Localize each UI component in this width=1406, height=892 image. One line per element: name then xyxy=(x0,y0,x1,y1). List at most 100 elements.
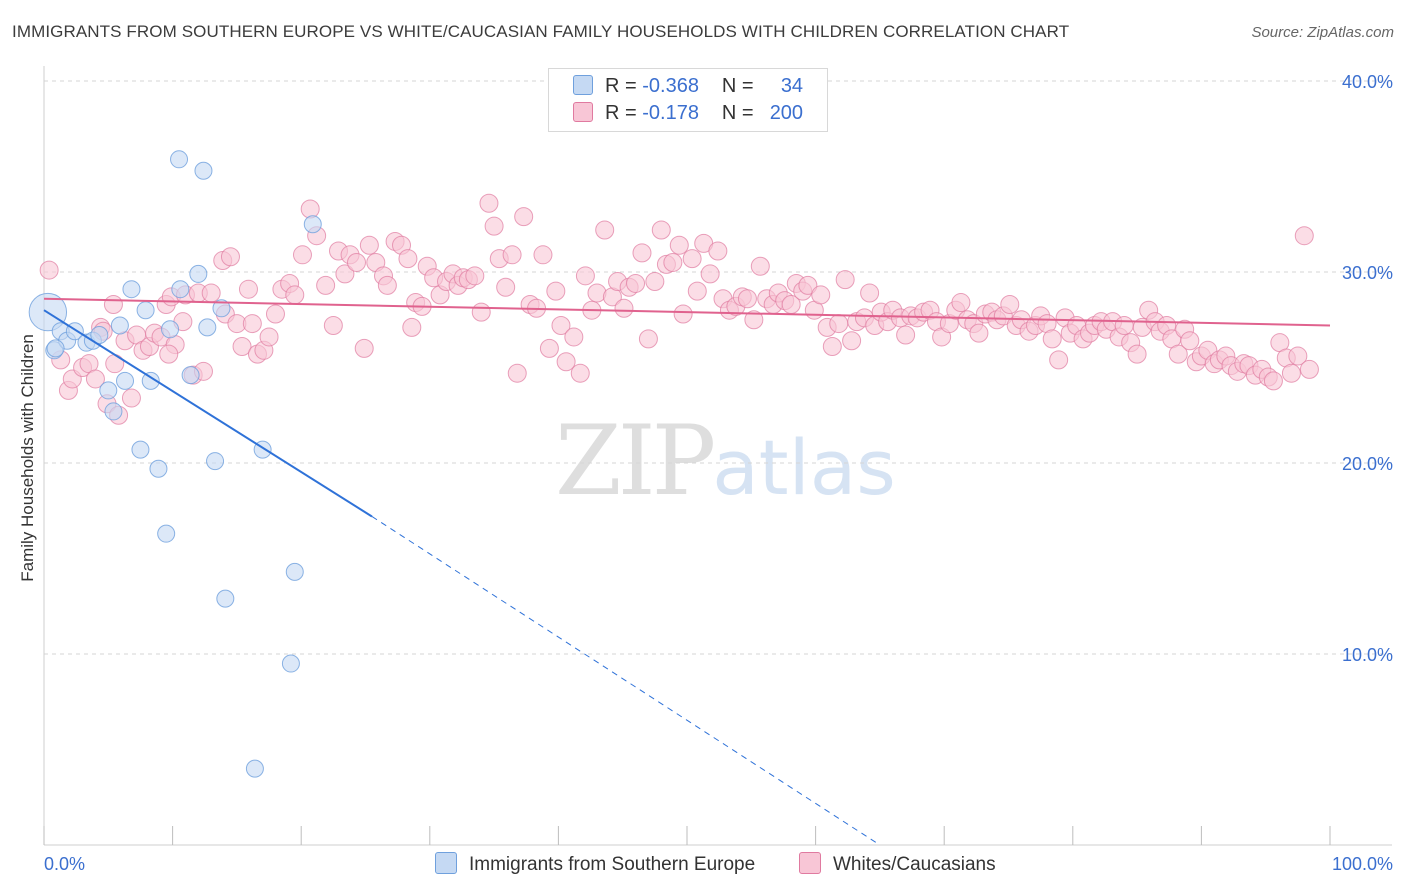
data-point-whites xyxy=(479,193,499,213)
data-point-whites xyxy=(465,266,485,286)
data-point-whites xyxy=(798,275,818,295)
zipatlas-watermark: ZIPatlas xyxy=(555,405,896,517)
data-point-immigrants xyxy=(116,371,135,390)
data-point-whites xyxy=(1168,344,1188,364)
data-point-whites xyxy=(354,338,374,358)
data-point-whites xyxy=(638,329,658,349)
series-legend: Immigrants from Southern Europe Whites/C… xyxy=(0,852,1406,878)
data-point-whites xyxy=(860,283,880,303)
data-point-whites xyxy=(651,220,671,240)
trend-line-immigrants xyxy=(43,309,373,518)
data-point-whites xyxy=(682,249,702,269)
legend-item-immigrants[interactable]: Immigrants from Southern Europe xyxy=(435,852,755,876)
data-point-whites xyxy=(842,331,862,351)
data-point-whites xyxy=(502,245,522,265)
data-point-whites xyxy=(85,369,105,389)
data-point-whites xyxy=(556,352,576,372)
correlation-legend: R = -0.368 N = 34 R = -0.178 N = 200 xyxy=(548,68,828,132)
data-point-immigrants xyxy=(216,589,235,608)
data-point-whites xyxy=(564,327,584,347)
data-point-whites xyxy=(398,249,418,269)
data-point-immigrants xyxy=(181,366,200,385)
data-point-whites xyxy=(687,281,707,301)
data-point-whites xyxy=(1281,363,1301,383)
legend-row-whites: R = -0.178 N = 200 xyxy=(573,102,803,126)
legend-swatch-pink xyxy=(799,852,821,874)
data-point-whites xyxy=(1049,350,1069,370)
data-point-whites xyxy=(575,266,595,286)
data-point-whites xyxy=(951,293,971,313)
data-point-immigrants xyxy=(136,301,155,320)
legend-swatch-pink xyxy=(573,102,593,122)
x-tick-label-max: 100.0% xyxy=(1332,854,1393,874)
y-tick-label: 10.0% xyxy=(1342,645,1393,665)
data-point-whites xyxy=(1288,346,1308,366)
data-point-immigrants xyxy=(131,440,150,459)
legend-r-value-1: -0.368 xyxy=(642,75,699,97)
data-point-immigrants xyxy=(206,452,225,471)
data-point-whites xyxy=(835,270,855,290)
data-point-whites xyxy=(645,272,665,292)
data-point-immigrants xyxy=(212,299,231,318)
legend-swatch-blue xyxy=(435,852,457,874)
data-point-whites xyxy=(896,325,916,345)
data-point-whites xyxy=(632,243,652,263)
data-point-whites xyxy=(201,283,221,303)
y-tick-label: 40.0% xyxy=(1342,72,1393,92)
data-point-immigrants xyxy=(149,459,168,478)
legend-n-value-1: 34 xyxy=(780,75,804,97)
data-point-whites xyxy=(39,260,59,280)
data-point-whites xyxy=(346,252,366,272)
legend-r-label: R = xyxy=(605,75,637,97)
legend-label-whites: Whites/Caucasians xyxy=(833,854,996,875)
data-point-whites xyxy=(335,264,355,284)
data-point-whites xyxy=(359,235,379,255)
data-point-immigrants xyxy=(141,371,160,390)
legend-swatch-blue xyxy=(573,75,593,95)
data-point-whites xyxy=(121,388,141,408)
data-point-whites xyxy=(316,275,336,295)
data-point-whites xyxy=(242,314,262,334)
data-point-whites xyxy=(471,302,491,322)
watermark-atlas: atlas xyxy=(712,423,896,512)
data-point-whites xyxy=(265,304,285,324)
data-point-immigrants xyxy=(171,280,190,299)
data-point-whites xyxy=(539,338,559,358)
data-point-immigrants xyxy=(198,318,217,337)
data-point-immigrants xyxy=(194,161,213,180)
data-point-whites xyxy=(969,323,989,343)
data-point-whites xyxy=(669,235,689,255)
data-point-whites xyxy=(811,285,831,305)
source-credit: Source: ZipAtlas.com xyxy=(1251,24,1394,41)
data-point-whites xyxy=(1042,329,1062,349)
legend-item-whites[interactable]: Whites/Caucasians xyxy=(799,852,996,876)
data-point-immigrants xyxy=(245,759,264,778)
data-point-immigrants xyxy=(90,326,109,345)
data-point-immigrants xyxy=(281,654,300,673)
legend-n-value-2: 200 xyxy=(769,102,804,124)
data-point-whites xyxy=(663,252,683,272)
data-point-whites xyxy=(484,216,504,236)
data-point-whites xyxy=(285,285,305,305)
x-tick-label-min: 0.0% xyxy=(44,854,85,874)
data-point-whites xyxy=(626,273,646,293)
data-point-whites xyxy=(1263,371,1283,391)
data-point-whites xyxy=(159,344,179,364)
data-point-immigrants xyxy=(170,150,189,169)
data-point-immigrants xyxy=(104,402,123,421)
data-point-whites xyxy=(238,279,258,299)
data-point-whites xyxy=(402,317,422,337)
y-tick-label: 30.0% xyxy=(1342,263,1393,283)
data-point-whites xyxy=(533,245,553,265)
data-point-whites xyxy=(750,256,770,276)
data-point-whites xyxy=(232,336,252,356)
data-point-whites xyxy=(829,314,849,334)
data-point-whites xyxy=(514,207,534,227)
data-point-whites xyxy=(1000,294,1020,314)
chart-title: IMMIGRANTS FROM SOUTHERN EUROPE VS WHITE… xyxy=(12,22,1070,41)
data-point-whites xyxy=(744,310,764,330)
data-point-whites xyxy=(708,241,728,261)
data-point-whites xyxy=(1114,315,1134,335)
legend-r-label: R = xyxy=(605,102,637,124)
data-point-whites xyxy=(220,247,240,267)
